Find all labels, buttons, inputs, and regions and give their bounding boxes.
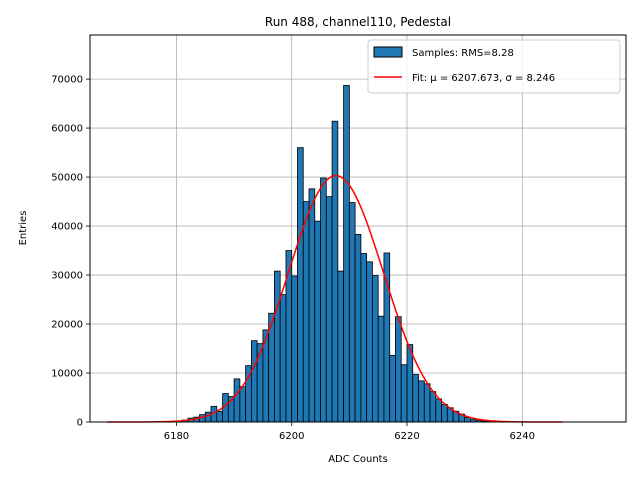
histogram-bar: [372, 275, 379, 423]
histogram-bar: [464, 417, 471, 423]
x-tick-label: 6200: [279, 431, 304, 442]
x-tick-label: 6180: [164, 431, 189, 442]
chart-title: Run 488, channel110, Pedestal: [265, 15, 451, 29]
y-tick-label: 30000: [51, 271, 83, 282]
legend-samples-swatch: [373, 46, 403, 58]
histogram-bar: [325, 196, 333, 423]
x-axis-label: ADC Counts: [328, 454, 388, 465]
histogram-bar: [256, 343, 264, 423]
histogram-bar: [233, 378, 241, 423]
legend: Samples: RMS=8.28 Fit: μ = 6207.673, σ =…: [367, 39, 621, 94]
y-tick-label: 40000: [51, 222, 83, 233]
histogram-bar: [204, 411, 212, 423]
histogram-bar: [389, 354, 396, 423]
x-tick-label: 6240: [510, 431, 535, 442]
histogram-bar: [291, 275, 298, 423]
grid-lines: [90, 35, 626, 423]
y-axis-label: Entries: [18, 211, 29, 246]
histogram-bar: [343, 85, 350, 423]
fit-curve: [107, 174, 563, 423]
histogram-bar: [377, 315, 385, 423]
histogram-bar: [441, 403, 448, 423]
histogram-bar: [395, 316, 402, 423]
histogram-bar: [348, 202, 356, 423]
histogram-bar: [366, 261, 373, 423]
histogram-bar: [216, 410, 223, 423]
histogram-bar: [331, 120, 339, 423]
axis-ticks: 6180 6200 6220 6240 0 10000 20000 30000 40000 500…: [51, 75, 535, 442]
y-tick-label: 60000: [51, 124, 83, 135]
y-tick-label: 10000: [51, 369, 83, 380]
legend-samples-label: Samples: RMS=8.28: [412, 48, 514, 59]
histogram-bar: [423, 383, 431, 423]
y-tick-label: 50000: [51, 173, 83, 184]
histogram-bar: [320, 177, 327, 423]
histogram-bar: [274, 270, 281, 423]
histogram-bars: [176, 85, 506, 423]
histogram-bar: [279, 294, 287, 423]
histogram-bar: [406, 344, 414, 423]
x-tick-label: 6220: [394, 431, 419, 442]
histogram-bar: [360, 253, 368, 423]
histogram-bar: [302, 201, 310, 423]
histogram-bar: [308, 188, 316, 423]
histogram-bar: [418, 380, 425, 423]
histogram-bar: [250, 340, 258, 423]
histogram-bar: [337, 270, 344, 423]
histogram-bar: [412, 374, 419, 423]
legend-fit-label: Fit: μ = 6207.673, σ = 8.246: [412, 73, 555, 84]
histogram-bar: [435, 398, 442, 423]
legend-box: [367, 39, 621, 94]
plot-area-frame: [89, 34, 627, 423]
histogram-bar: [314, 220, 321, 423]
histogram-bar: [297, 147, 304, 423]
y-tick-label: 0: [77, 418, 83, 429]
histogram-bar: [239, 386, 247, 423]
fit-curve-group: [107, 174, 563, 423]
y-tick-label: 20000: [51, 320, 83, 331]
histogram-bar: [400, 364, 408, 423]
histogram-bar: [429, 391, 437, 423]
histogram-bar: [354, 233, 362, 423]
y-tick-label: 70000: [51, 75, 83, 86]
